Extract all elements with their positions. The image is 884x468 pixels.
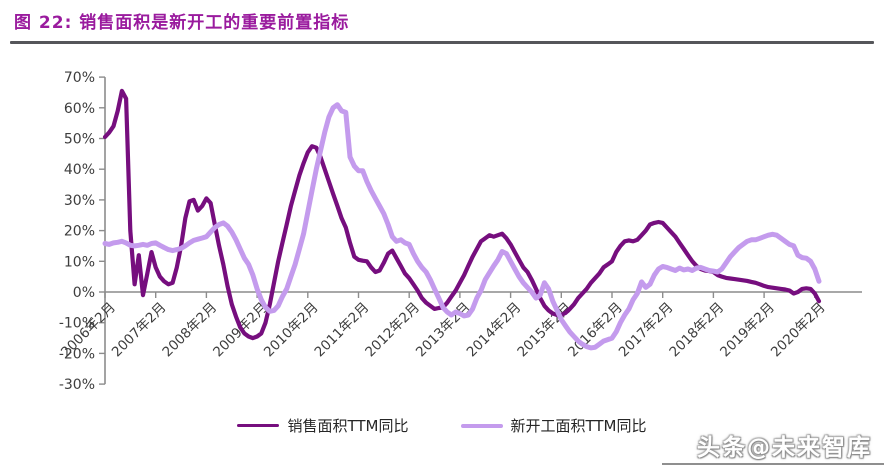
svg-text:20%: 20% [64,224,95,240]
footer-rule [662,463,884,465]
svg-text:70%: 70% [64,70,95,86]
figure-header: 图 22: 销售面积是新开工的重要前置指标 [14,8,874,33]
svg-text:-30%: -30% [59,377,95,393]
svg-text:0%: 0% [73,285,95,301]
legend-item-new-starts: 新开工面积TTM同比 [460,415,647,436]
svg-text:2020年2月: 2020年2月 [768,300,829,361]
legend-label-sales: 销售面积TTM同比 [287,417,409,435]
watermark: 头条@未来智库 [697,435,872,461]
svg-text:40%: 40% [64,162,95,178]
svg-text:-20%: -20% [59,346,95,362]
legend-label-new-starts: 新开工面积TTM同比 [510,417,647,435]
svg-text:60%: 60% [64,101,95,117]
svg-text:10%: 10% [64,254,95,270]
title-divider [10,41,874,44]
svg-text:-10%: -10% [59,316,95,332]
legend-item-sales: 销售面积TTM同比 [237,415,409,436]
legend-line-new-starts-swatch [460,423,503,428]
figure-title: 图 22: 销售面积是新开工的重要前置指标 [14,13,350,33]
legend-line-sales-swatch [237,424,280,427]
svg-text:30%: 30% [64,193,95,209]
svg-text:50%: 50% [64,132,95,148]
chart-legend: 销售面积TTM同比 新开工面积TTM同比 [0,415,884,436]
